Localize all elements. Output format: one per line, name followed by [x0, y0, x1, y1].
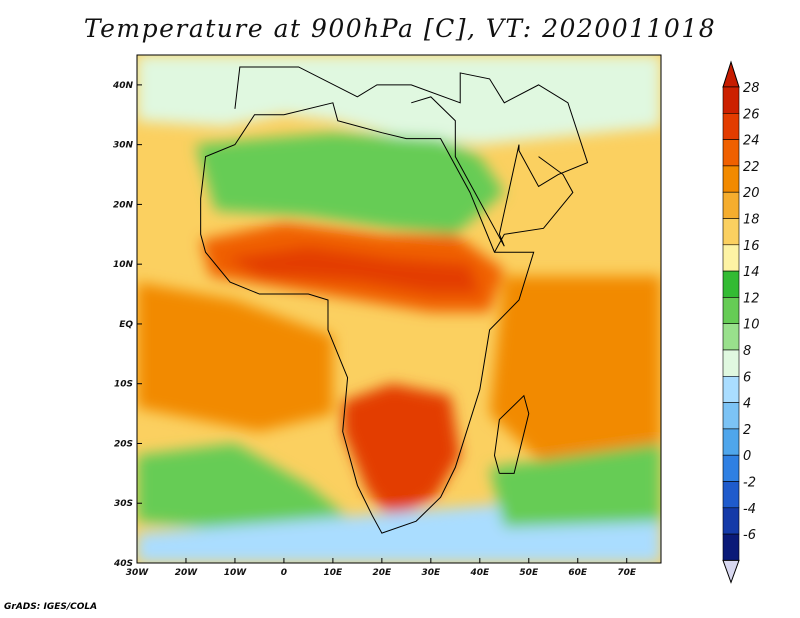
map-title: Temperature at 900hPa [C], VT: 202001101… — [83, 14, 717, 43]
y-tick-label: 30N — [113, 141, 134, 151]
colorbar-swatch — [722, 218, 740, 246]
temperature-region-mediterranean-cold — [137, 55, 661, 145]
y-tick-label: 20S — [114, 439, 133, 449]
x-tick-label: 10W — [224, 568, 248, 578]
temperature-region-southern-africa-hot — [342, 383, 461, 522]
colorbar-label: 26 — [743, 107, 760, 122]
colorbar-swatch — [722, 323, 740, 351]
coastline-1 — [493, 394, 530, 474]
colorbar-swatch — [722, 139, 740, 167]
colorbar-label: 20 — [743, 186, 760, 201]
temperature-region-indian-ocean-warm — [489, 276, 661, 474]
colorbar-label: 24 — [743, 134, 760, 149]
colorbar-label: 4 — [743, 397, 751, 412]
colorbar-label: -2 — [743, 476, 756, 491]
coastline-2 — [234, 66, 589, 247]
x-tick-label: 20E — [373, 568, 393, 578]
map-frame — [136, 54, 662, 564]
coastline-3 — [494, 156, 574, 253]
x-tick-label: 10E — [324, 568, 344, 578]
grads-credit: GrADS: IGES/COLA — [4, 602, 98, 612]
colorbar-upper-arrow — [722, 60, 740, 88]
colorbar-label: 18 — [743, 213, 760, 228]
map-area — [137, 55, 661, 563]
colorbar-swatch — [722, 297, 740, 324]
colorbar-swatch — [722, 86, 740, 114]
temperature-region-south-atlantic-cool — [137, 443, 353, 540]
x-tick-label: 20W — [175, 568, 199, 578]
colorbar-swatch — [722, 349, 740, 377]
colorbar-swatch — [722, 507, 740, 535]
colorbar-swatch — [722, 113, 740, 140]
colorbar-label: 28 — [743, 81, 760, 96]
y-axis: 40N 30N 20N 10N EQ 10S 20S 30S 40S — [112, 81, 142, 569]
y-tick-label: 30S — [114, 499, 133, 509]
colorbar-label: 8 — [743, 344, 751, 359]
temperature-region-sahel-core — [225, 246, 480, 295]
colorbar-lower-arrow — [722, 559, 740, 584]
colorbar-swatch — [722, 191, 740, 219]
colorbar-label: 12 — [743, 291, 760, 306]
x-tick-label: 40E — [469, 568, 490, 578]
colorbar-label: -4 — [743, 502, 756, 517]
x-tick-label: 30E — [421, 568, 441, 578]
temperature-region-north-africa-cool — [195, 132, 505, 235]
x-tick-label: 60E — [568, 568, 588, 578]
y-tick-label: 40N — [112, 81, 134, 91]
temperature-region-equatorial-ocean — [137, 282, 333, 432]
x-axis: 30W 20W 10W 0 10E 20E 30E 40E 50E 60E 70E — [126, 558, 637, 578]
colorbar-label: 0 — [743, 449, 751, 464]
temperature-region-southeast-indian-cool — [489, 443, 661, 528]
colorbar-label: 2 — [743, 423, 751, 438]
x-tick-label: 0 — [281, 568, 287, 578]
colorbar-label: 22 — [743, 160, 760, 175]
x-tick-label: 30W — [126, 568, 150, 578]
colorbar-label: 6 — [743, 370, 751, 385]
x-tick-label: 70E — [617, 568, 637, 578]
colorbar-swatch — [722, 533, 740, 561]
y-tick-label: EQ — [119, 320, 133, 330]
colorbar-label: 14 — [743, 265, 760, 280]
colorbar-swatch — [722, 428, 740, 456]
colorbar-label: 16 — [743, 239, 760, 254]
y-tick-label: 10S — [114, 380, 133, 390]
colorbar-swatch — [722, 270, 740, 298]
colorbar-label: -6 — [743, 528, 756, 543]
colorbar-swatch — [722, 402, 740, 430]
colorbar-swatch — [722, 481, 740, 509]
colorbar-swatch — [722, 244, 740, 272]
colorbar-label: 10 — [743, 318, 760, 333]
y-tick-label: 20N — [113, 200, 134, 210]
y-tick-label: 40S — [113, 559, 133, 569]
y-tick-label: 10N — [113, 260, 134, 270]
colorbar-swatch — [722, 165, 740, 193]
colorbar-swatch — [722, 454, 740, 482]
x-tick-label: 50E — [519, 568, 539, 578]
colorbar-swatch — [722, 375, 740, 403]
coastline-0 — [200, 102, 535, 534]
